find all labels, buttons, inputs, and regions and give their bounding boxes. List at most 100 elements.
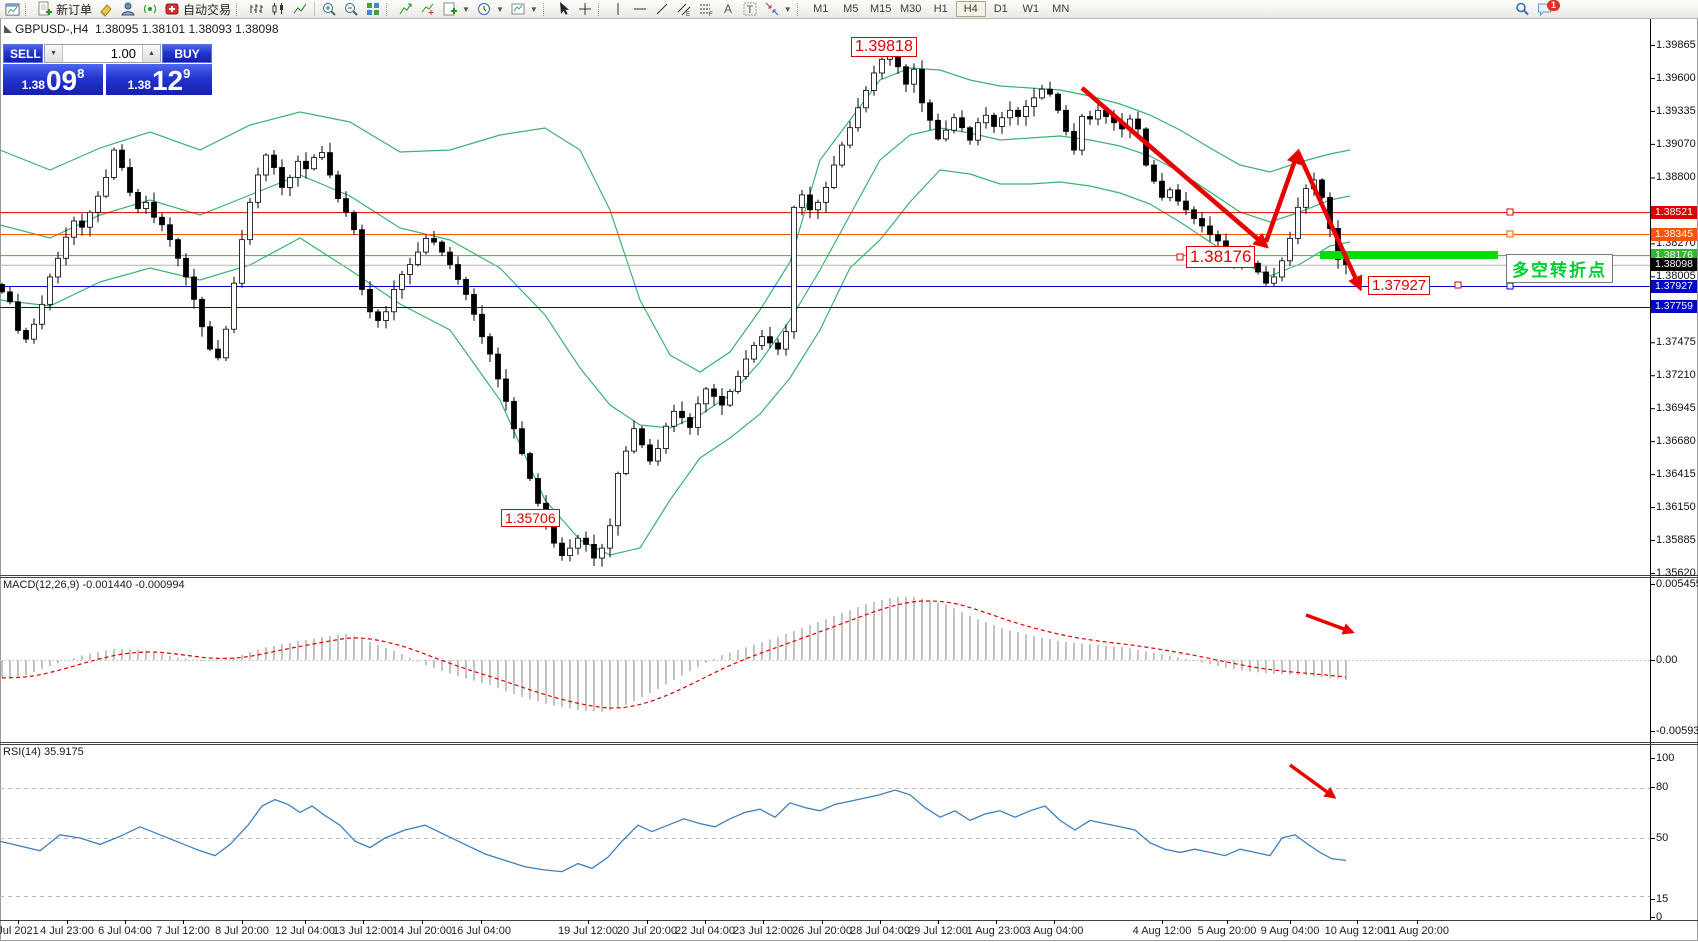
horizontal-line-button[interactable] <box>629 1 651 18</box>
turning-point-note[interactable]: 多空转折点 <box>1506 254 1613 283</box>
trend-arrow-4[interactable] <box>1305 613 1355 635</box>
text-label-button[interactable]: T <box>739 1 761 18</box>
templates-dropdown[interactable]: ▼ <box>507 1 541 18</box>
indicators-button[interactable] <box>395 1 417 18</box>
periods-dropdown[interactable]: ▼ <box>473 1 507 18</box>
cursor-icon <box>559 2 569 15</box>
trendline-button[interactable] <box>651 1 673 18</box>
new-order-button[interactable]: 新订单 <box>34 1 95 18</box>
time-axis-label: 13 Jul 12:00 <box>333 925 393 937</box>
buy-price[interactable]: 1.38 12 9 <box>106 64 212 95</box>
green-highlight-bar[interactable] <box>1320 251 1498 259</box>
sell-price-prefix: 1.38 <box>21 78 45 92</box>
text-icon: A <box>724 2 732 16</box>
time-axis-label: 4 Aug 12:00 <box>1132 925 1192 937</box>
vertical-line-button[interactable] <box>607 1 629 18</box>
arrows-dropdown[interactable]: ▼ <box>761 1 795 18</box>
trend-arrow-1[interactable] <box>1080 86 1269 249</box>
volume-increase-button[interactable]: ▲ <box>142 45 160 62</box>
price-badge: 1.38098 <box>1651 258 1697 272</box>
add-indicator-dropdown[interactable]: ▼ <box>439 1 473 18</box>
swing-low-price-label[interactable]: 1.37927 <box>1368 276 1431 296</box>
fibonacci-icon: F <box>699 4 713 17</box>
signal-button[interactable] <box>139 1 161 18</box>
drawing-objects[interactable] <box>1080 86 1514 799</box>
indicator-window-button[interactable] <box>417 1 439 18</box>
price-tick-label: 1.39600 <box>1656 71 1696 84</box>
zoom-in-button[interactable] <box>318 1 340 18</box>
sell-price-big: 09 <box>45 65 78 96</box>
zoom-out-icon <box>345 3 358 16</box>
channel-button[interactable]: E <box>673 1 695 18</box>
buy-button[interactable]: BUY <box>162 44 212 63</box>
sell-price[interactable]: 1.38 09 8 <box>3 64 103 95</box>
crosshair-button[interactable] <box>574 1 596 18</box>
svg-text:F: F <box>709 12 713 17</box>
eraser-button[interactable] <box>95 1 117 18</box>
tab-timeframe-d1[interactable]: D1 <box>993 3 1008 15</box>
tab-timeframe-w1[interactable]: W1 <box>1022 3 1039 15</box>
volume-decrease-button[interactable]: ▼ <box>45 45 63 62</box>
price-tick-label: 1.39070 <box>1656 137 1696 150</box>
arrows-icon <box>765 2 779 16</box>
indicator-window-icon <box>421 3 434 15</box>
bollinger-bands <box>0 67 1351 556</box>
bollinger-upper <box>0 67 1351 373</box>
tile-windows-button[interactable] <box>362 1 384 18</box>
time-axis-label: 10 Aug 12:00 <box>1324 925 1390 937</box>
rsi-axis-label: 100 <box>1656 752 1675 764</box>
tab-timeframe-m15[interactable]: M15 <box>870 3 892 15</box>
object-handle[interactable] <box>1506 230 1514 238</box>
macd-signal-line <box>1 600 1347 709</box>
tab-timeframe-h4[interactable]: H4 <box>955 1 986 17</box>
vertical-line-icon <box>617 3 619 15</box>
chevron-down-icon: ▼ <box>783 4 792 14</box>
candlesticks <box>0 47 1349 567</box>
volume-input[interactable] <box>63 45 142 62</box>
auto-trading-button[interactable]: 自动交易 <box>161 1 234 18</box>
tab-timeframe-m1[interactable]: M1 <box>813 3 829 15</box>
tab-timeframe-mn[interactable]: MN <box>1052 3 1070 15</box>
low-price-label[interactable]: 1.35706 <box>501 509 560 528</box>
object-handle[interactable] <box>1506 282 1514 290</box>
macd-axis-label: 0.005455 <box>1656 578 1698 590</box>
tab-timeframe-m5[interactable]: M5 <box>843 3 859 15</box>
svg-text:A: A <box>724 2 732 16</box>
notifications-button[interactable]: 1 <box>1533 0 1560 18</box>
tile-windows-icon <box>367 3 380 15</box>
zoom-out-button[interactable] <box>340 1 362 18</box>
bar-chart-button[interactable] <box>245 1 267 18</box>
trend-arrow-5[interactable] <box>1288 763 1337 799</box>
cursor-button[interactable] <box>552 1 574 18</box>
text-button[interactable]: A <box>717 1 739 18</box>
tab-timeframe-m30[interactable]: M30 <box>900 3 922 15</box>
support-price-label[interactable]: 1.38176 <box>1186 246 1256 268</box>
candle-chart-button[interactable] <box>267 1 289 18</box>
high-price-label[interactable]: 1.39818 <box>851 37 917 58</box>
bollinger-middle <box>0 127 1351 429</box>
time-axis-label: 12 Jul 04:00 <box>275 925 335 937</box>
trend-arrow-3[interactable] <box>1295 151 1363 292</box>
trend-arrow-2[interactable] <box>1263 148 1302 243</box>
sell-button[interactable]: SELL <box>3 44 43 63</box>
horizontal-line-icon <box>633 8 646 10</box>
fibonacci-button[interactable]: F <box>695 1 717 18</box>
time-axis-label: 6 Jul 04:00 <box>98 925 152 937</box>
time-axis-label: 7 Jul 12:00 <box>156 925 210 937</box>
rsi-axis-label: 80 <box>1656 781 1669 793</box>
text-label-icon: T <box>743 2 757 16</box>
auto-trading-label: 自动交易 <box>183 2 232 17</box>
line-chart-button[interactable] <box>289 1 311 18</box>
profile-icon <box>121 2 135 16</box>
notification-badge: 1 <box>1546 0 1560 11</box>
price-badge: 1.38521 <box>1651 205 1697 219</box>
object-handle[interactable] <box>1454 281 1462 289</box>
tab-timeframe-h1[interactable]: H1 <box>933 3 948 15</box>
search-button[interactable] <box>1511 1 1533 18</box>
new-chart-button[interactable] <box>2 1 23 18</box>
object-handle[interactable] <box>1176 253 1184 261</box>
profile-button[interactable] <box>117 1 139 18</box>
object-handle[interactable] <box>1506 208 1514 216</box>
